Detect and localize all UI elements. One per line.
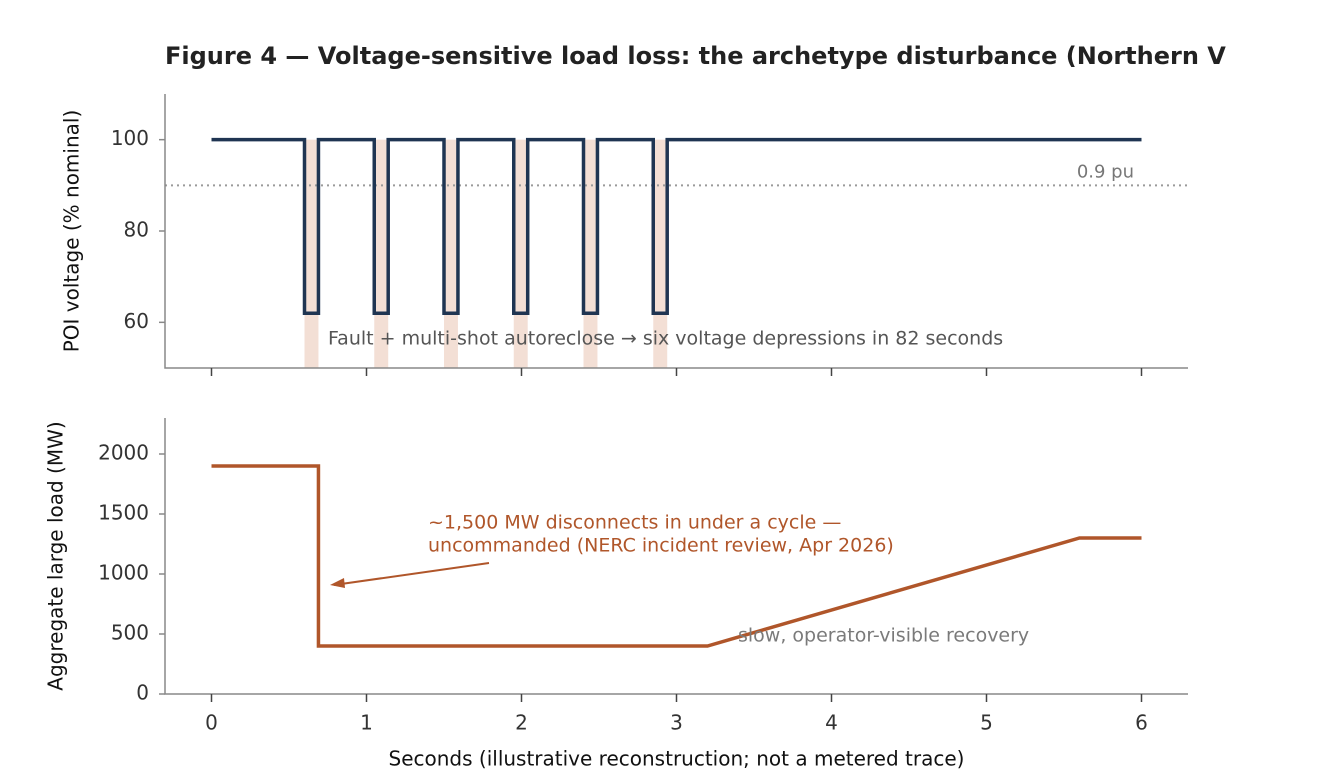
y-axis-label: POI voltage (% nominal) bbox=[60, 110, 84, 353]
y-tick-label: 1000 bbox=[98, 561, 149, 585]
y-tick-label: 100 bbox=[111, 126, 149, 150]
x-tick-label: 4 bbox=[825, 711, 838, 735]
y-tick-label: 80 bbox=[124, 218, 149, 242]
y-tick-label: 500 bbox=[111, 621, 149, 645]
data-line bbox=[211, 137, 1142, 315]
annotation: Fault + multi-shot autoreclose → six vol… bbox=[328, 328, 1003, 350]
x-tick-label: 1 bbox=[360, 711, 373, 735]
x-tick-label: 6 bbox=[1135, 711, 1148, 735]
annotation-arrow bbox=[333, 562, 490, 586]
annotation: ~1,500 MW disconnects in under a cycle — bbox=[428, 512, 841, 534]
annotation: slow, operator-visible recovery bbox=[738, 625, 1029, 647]
fault-span bbox=[513, 139, 528, 368]
x-axis-label: Seconds (illustrative reconstruction; no… bbox=[389, 747, 965, 771]
x-tick-label: 0 bbox=[205, 711, 218, 735]
y-tick-label: 60 bbox=[124, 309, 149, 333]
x-tick-label: 3 bbox=[670, 711, 683, 735]
fault-span bbox=[653, 139, 668, 368]
y-tick-label: 0 bbox=[136, 681, 149, 705]
x-tick-label: 2 bbox=[515, 711, 528, 735]
y-tick-label: 1500 bbox=[98, 501, 149, 525]
fault-span bbox=[444, 139, 458, 368]
arrow-head bbox=[330, 578, 345, 588]
data-line bbox=[211, 464, 1142, 648]
fault-span bbox=[583, 139, 598, 368]
reference-label: 0.9 pu bbox=[1077, 161, 1134, 182]
chart-title: Figure 4 — Voltage-sensitive load loss: … bbox=[165, 42, 1226, 70]
fault-span bbox=[374, 139, 389, 368]
fault-span bbox=[304, 139, 319, 368]
y-tick-label: 2000 bbox=[98, 441, 149, 465]
x-tick-label: 5 bbox=[980, 711, 993, 735]
axis-spines bbox=[164, 94, 1188, 369]
y-axis-label: Aggregate large load (MW) bbox=[44, 421, 68, 690]
annotation: uncommanded (NERC incident review, Apr 2… bbox=[428, 535, 894, 557]
